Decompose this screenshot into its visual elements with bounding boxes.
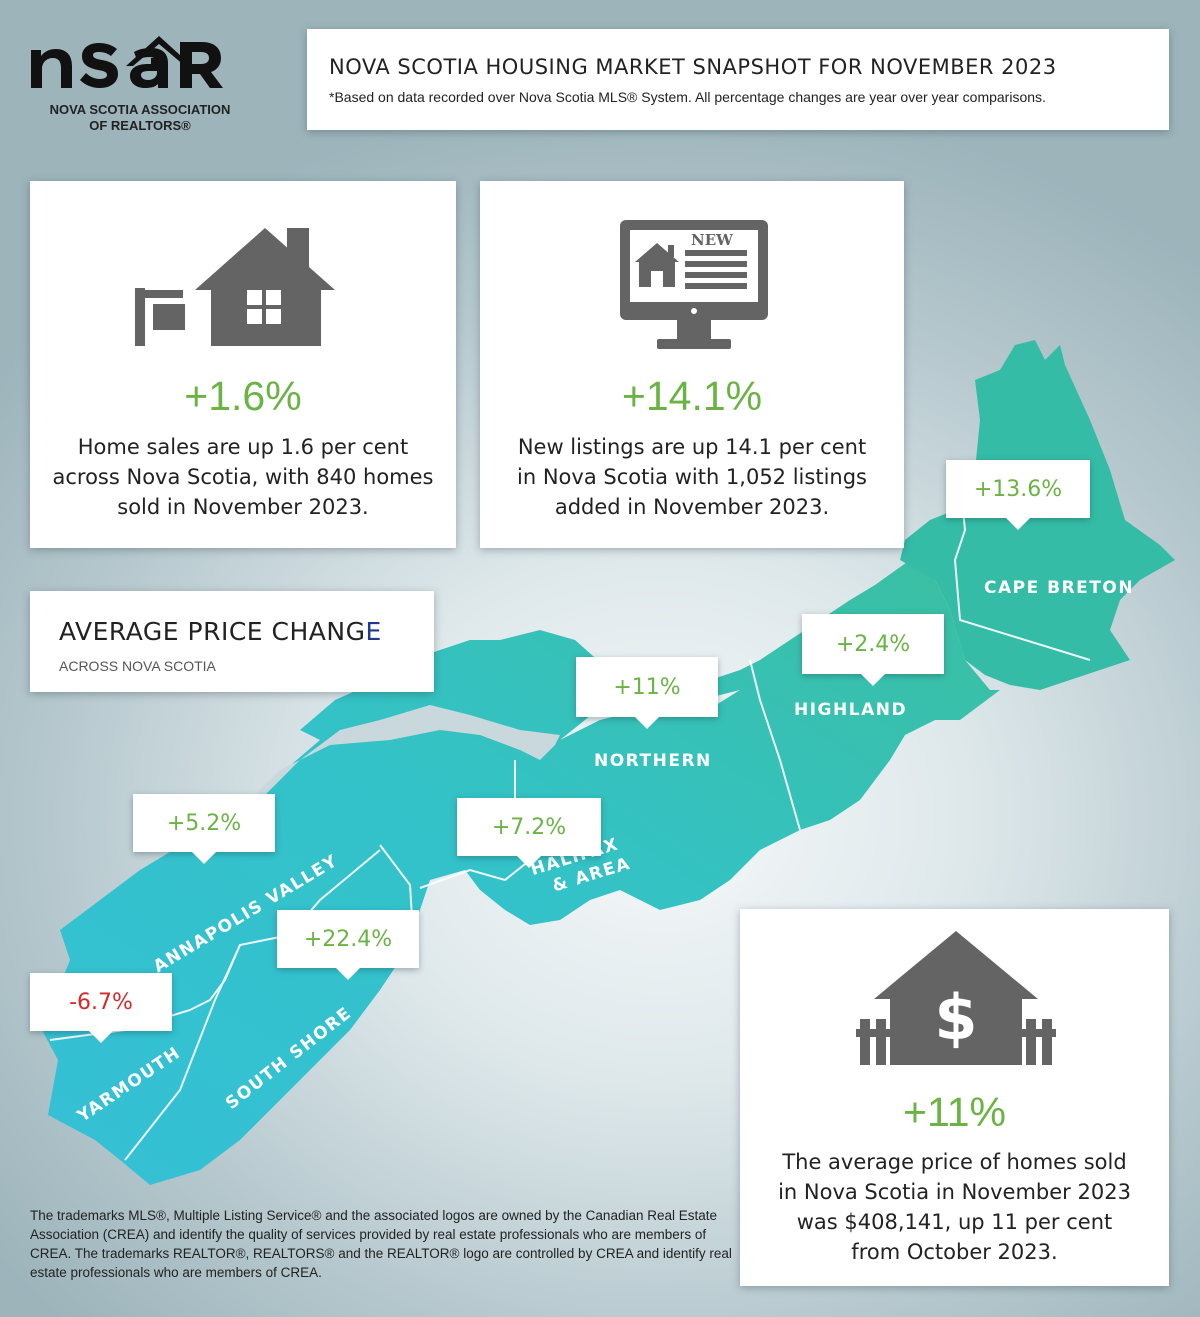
new-listings-desc-line3: added in November 2023. xyxy=(554,495,830,519)
mainland-shape xyxy=(42,560,1000,1185)
average-price-description: The average price of homes sold in Nova … xyxy=(740,1147,1169,1267)
yarmouth-border xyxy=(124,944,241,1161)
dollar-sign-text: $ xyxy=(934,981,977,1054)
average-price-desc-line4: from October 2023. xyxy=(851,1240,1058,1264)
page-title: NOVA SCOTIA HOUSING MARKET SNAPSHOT FOR … xyxy=(329,55,1057,79)
region-label-northern: NORTHERN xyxy=(594,751,712,771)
callout-halifax: +7.2% xyxy=(457,798,601,868)
new-listings-description: New listings are up 14.1 per cent in Nov… xyxy=(480,432,904,522)
new-listings-card: NEW +14.1% New listings are up 14.1 per … xyxy=(480,181,904,548)
home-sales-description: Home sales are up 1.6 per cent across No… xyxy=(30,432,456,522)
average-price-desc-line2: in Nova Scotia in November 2023 xyxy=(778,1180,1131,1204)
monitor-new-listing-icon: NEW xyxy=(620,220,768,349)
average-price-change-card: AVERAGE PRICE CHANGE ACROSS NOVA SCOTIA xyxy=(30,591,434,692)
highland-border xyxy=(749,659,801,831)
title-card: NOVA SCOTIA HOUSING MARKET SNAPSHOT FOR … xyxy=(307,29,1169,130)
new-listings-desc-line1: New listings are up 14.1 per cent xyxy=(517,435,867,459)
average-price-change-heading: AVERAGE PRICE CHANGE xyxy=(59,617,434,646)
callout-highland: +2.4% xyxy=(802,614,944,686)
org-line-2: OF REALTORS® xyxy=(89,118,191,133)
new-listings-value: +14.1% xyxy=(621,373,763,419)
callout-northern: +11% xyxy=(576,657,718,729)
average-price-desc-line1: The average price of homes sold xyxy=(782,1150,1127,1174)
trademark-footnote: The trademarks MLS®, Multiple Listing Se… xyxy=(30,1208,732,1280)
callout-cape-breton: +13.6% xyxy=(946,460,1090,530)
callout-south-shore: +22.4% xyxy=(277,910,419,980)
average-price-change-sub: ACROSS NOVA SCOTIA xyxy=(59,658,216,674)
minas-basin xyxy=(230,705,560,820)
region-label-cape-breton: CAPE BRETON xyxy=(984,578,1135,598)
callout-annapolis-valley: +5.2% xyxy=(133,794,275,864)
heading-main: AVERAGE PRICE CHANG xyxy=(59,617,366,646)
home-sales-desc-line1: Home sales are up 1.6 per cent xyxy=(77,435,409,459)
home-sales-desc-line3: sold in November 2023. xyxy=(117,495,369,519)
home-sales-card: +1.6% Home sales are up 1.6 per cent acr… xyxy=(30,181,456,548)
new-badge-text: NEW xyxy=(691,231,734,249)
region-label-highland: HIGHLAND xyxy=(794,700,908,720)
average-price-desc-line3: was $408,141, up 11 per cent xyxy=(796,1210,1113,1234)
callout-yarmouth: -6.7% xyxy=(30,973,172,1043)
home-sales-value: +1.6% xyxy=(184,373,302,419)
house-for-sale-icon xyxy=(135,228,335,346)
heading-last-letter: E xyxy=(365,617,382,646)
nsar-logo-mark xyxy=(31,36,223,88)
house-dollar-icon: $ xyxy=(856,931,1056,1065)
org-name: NOVA SCOTIA ASSOCIATION OF REALTORS® xyxy=(30,102,250,134)
new-listings-desc-line2: in Nova Scotia with 1,052 listings xyxy=(517,465,867,489)
average-price-value: +11% xyxy=(903,1089,1006,1135)
org-line-1: NOVA SCOTIA ASSOCIATION xyxy=(49,102,231,117)
home-sales-desc-line2: across Nova Scotia, with 840 homes xyxy=(52,465,434,489)
average-price-card: $ +11% The average price of homes sold i… xyxy=(740,909,1169,1286)
page-subtitle: *Based on data recorded over Nova Scotia… xyxy=(329,89,1046,105)
